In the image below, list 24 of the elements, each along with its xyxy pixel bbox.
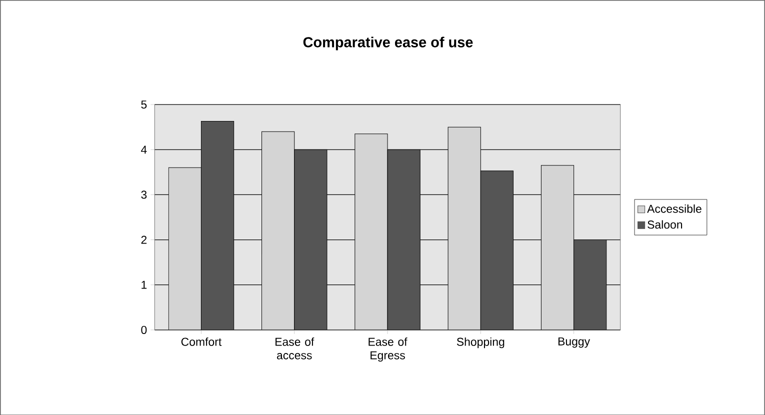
y-tick-label: 1 [142,280,147,289]
x-tick-label: Shopping [456,337,504,348]
bar [354,133,388,330]
y-tick-label: 4 [141,145,147,154]
y-tick-label: 0 [141,326,147,334]
x-tick-label: Buggy [558,337,590,348]
y-tick-label: 2 [141,236,147,244]
bar [262,131,295,330]
legend-label: Saloon [648,220,682,228]
bar [480,170,514,330]
bar [387,149,420,330]
x-tick-label: Ease of Egress [368,337,408,362]
x-tick-label: Comfort [181,337,222,346]
y-tick-label: 3 [141,190,147,199]
bar [574,239,607,330]
bar [294,149,328,330]
bar [200,120,234,330]
bar [540,164,574,330]
legend-label: Accessible [647,204,702,213]
x-tick-label: Ease of access [276,337,314,360]
y-tick-label: 5 [141,100,147,108]
bar [168,167,202,330]
chart-title: Comparative ease of use [303,36,473,50]
bar [448,126,481,330]
